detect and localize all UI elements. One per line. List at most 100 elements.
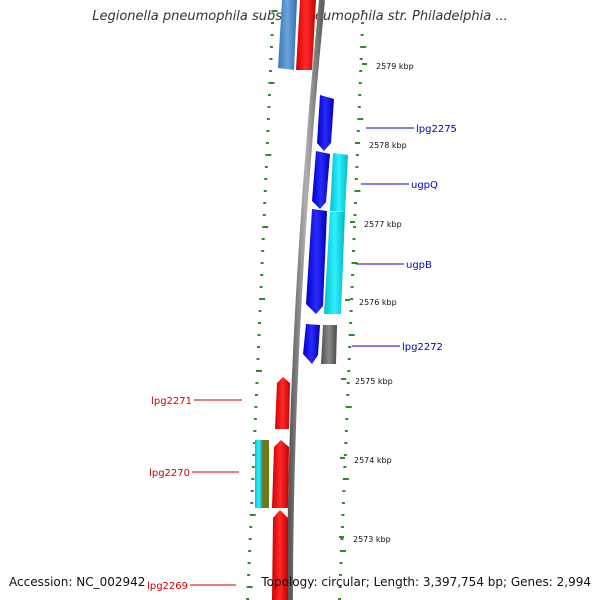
gene-ugpQ-arrow[interactable] — [312, 151, 330, 209]
right-track-dot — [343, 466, 347, 468]
right-track-dot — [342, 478, 349, 480]
ugpQ-domain-feature — [330, 153, 348, 212]
left-track-dot — [260, 274, 264, 276]
right-track-dot — [358, 94, 362, 96]
scale-tick-mark — [350, 221, 355, 223]
left-track-dot — [260, 262, 264, 264]
left-track-dot — [271, 10, 278, 12]
right-track-dot — [344, 442, 348, 444]
right-track-dot — [355, 154, 359, 156]
right-track-dot — [351, 274, 355, 276]
left-track-dot — [270, 34, 274, 36]
lpg2272-domain-feature — [321, 325, 337, 364]
left-track-dot — [255, 370, 262, 372]
left-track-dot — [255, 382, 259, 384]
right-track-dot — [355, 166, 359, 168]
scale-tick-mark — [362, 63, 367, 65]
left-track-dot — [247, 574, 251, 576]
gene-labels: lpg2275 ugpQ ugpB lpg2272 lpg2271 lpg2270 lpg2… — [147, 124, 457, 592]
right-track-dot — [348, 334, 355, 336]
right-track-dot — [347, 358, 351, 360]
right-track-dot — [345, 418, 349, 420]
right-track-dot — [359, 58, 363, 60]
right-track-dot — [344, 430, 348, 432]
left-track-dot — [253, 418, 257, 420]
right-track-dot — [356, 130, 360, 132]
right-track-dot — [352, 226, 356, 228]
gene-lpg2269-arrow[interactable] — [272, 510, 288, 600]
gene-label-lpg2269[interactable]: lpg2269 — [147, 581, 188, 592]
left-track-dot — [246, 598, 250, 600]
left-track-dot — [261, 250, 265, 252]
left-track-dot — [246, 586, 253, 588]
right-track-dot — [352, 250, 355, 252]
ugpB-domain-feature — [324, 212, 345, 314]
gene-label-lpg2275[interactable]: lpg2275 — [416, 124, 457, 135]
right-track-dot — [338, 598, 342, 600]
right-track-dot — [338, 586, 342, 588]
left-track-dot — [264, 178, 268, 180]
scale-tick-mark — [339, 536, 344, 538]
scale-tick-label: 2579 kbp — [376, 62, 414, 71]
right-track-dot — [339, 562, 343, 564]
scale-tick-label: 2574 kbp — [354, 456, 392, 465]
gene-label-ugpB[interactable]: ugpB — [406, 260, 432, 271]
left-track-dot — [251, 466, 255, 468]
right-track-dot — [346, 394, 350, 396]
right-track-dot — [352, 238, 356, 240]
left-track-dot — [267, 94, 271, 96]
left-track-dot — [252, 454, 256, 456]
left-track-dot — [268, 70, 272, 72]
left-track-dot — [253, 430, 257, 432]
right-track-dot — [353, 214, 357, 216]
gene-label-ugpQ[interactable]: ugpQ — [411, 180, 438, 191]
accession-text: Accession: NC_002942 — [9, 575, 146, 589]
left-track-dot — [270, 46, 274, 48]
scale-tick-label: 2576 kbp — [359, 298, 397, 307]
left-track-dot — [257, 346, 261, 348]
left-track-dot — [264, 166, 268, 168]
right-track-dot — [341, 514, 345, 516]
left-track-dot — [263, 190, 267, 192]
right-track-dot — [341, 502, 345, 504]
gene-lpg2275-arrow[interactable] — [317, 95, 334, 151]
left-track-dot — [257, 334, 261, 336]
right-track-dot — [351, 262, 358, 264]
right-track-dot — [339, 574, 343, 576]
left-track-dot — [256, 358, 260, 360]
right-track-dot — [340, 550, 346, 552]
forward-strand-features — [303, 95, 348, 364]
right-track-dot — [343, 454, 347, 456]
gene-ugpB-arrow[interactable] — [306, 209, 327, 314]
right-track-dot — [348, 346, 352, 348]
scale-tick-label: 2578 kbp — [369, 141, 407, 150]
right-track-dot — [353, 202, 357, 204]
gene-label-lpg2270[interactable]: lpg2270 — [149, 468, 190, 479]
gene-lpg2272-arrow[interactable] — [303, 324, 320, 364]
left-track-dot — [262, 214, 266, 216]
gene-lpg2270-arrow[interactable] — [272, 440, 289, 508]
right-track-dot — [346, 382, 350, 384]
right-track-dot — [345, 406, 352, 408]
gene-label-lpg2272[interactable]: lpg2272 — [402, 342, 443, 353]
genome-backbone — [287, 0, 325, 600]
left-track-dot — [248, 538, 252, 540]
left-track-dot — [249, 514, 256, 516]
lpg2270-cyan-feature — [255, 440, 262, 508]
right-track-dot — [347, 370, 351, 372]
left-track-dot — [271, 22, 275, 24]
gene-lpg2271-arrow[interactable] — [275, 377, 290, 429]
left-track-dot — [251, 478, 255, 480]
right-track-dot — [357, 118, 364, 120]
left-track-dot — [265, 154, 272, 156]
gene-label-lpg2271[interactable]: lpg2271 — [151, 396, 192, 407]
left-track-dot — [265, 142, 269, 144]
right-track-dot — [350, 286, 354, 288]
left-track-dot — [249, 526, 253, 528]
scale-tick-mark — [340, 457, 345, 459]
scale-tick-label: 2573 kbp — [353, 535, 391, 544]
left-track-dot — [250, 490, 254, 492]
left-track-dot — [259, 298, 266, 300]
right-track-dot — [361, 22, 365, 24]
right-track-dot — [342, 490, 346, 492]
